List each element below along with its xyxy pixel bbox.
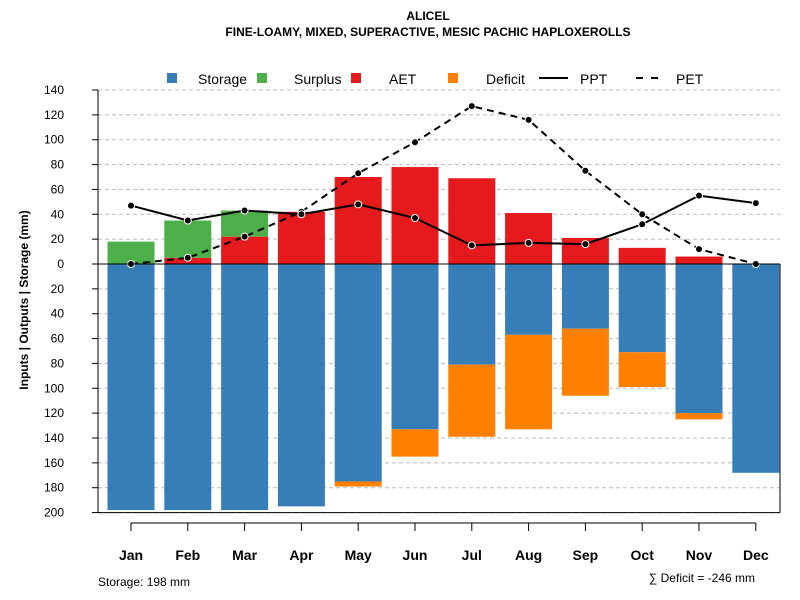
aet-bar <box>334 177 382 264</box>
deficit-annotation: ∑ Deficit = -246 mm <box>649 571 755 585</box>
deficit-bar <box>505 334 553 430</box>
y-tick-label: 200 <box>44 506 64 520</box>
x-tick-label: Apr <box>289 547 314 563</box>
storage-bar <box>675 264 723 414</box>
ppt-point <box>467 241 476 250</box>
y-tick-label: 100 <box>44 133 64 147</box>
storage-bar <box>732 264 780 473</box>
x-tick-label: Sep <box>573 547 599 563</box>
surplus-bar <box>107 241 155 264</box>
y-tick-label: 100 <box>44 381 64 395</box>
pet-point <box>695 245 703 254</box>
storage-bar <box>618 264 666 353</box>
y-tick-label: 60 <box>51 182 65 196</box>
y-tick-label: 180 <box>44 481 64 495</box>
x-tick-label: Oct <box>631 547 655 563</box>
y-tick-label: 120 <box>44 406 64 420</box>
y-tick-label: 140 <box>44 83 64 97</box>
y-tick-label: 40 <box>51 207 65 221</box>
chart-title: ALICEL <box>406 9 449 23</box>
pet-point <box>638 210 647 219</box>
legend-label-aet: AET <box>389 71 417 87</box>
surplus-bar <box>221 210 269 237</box>
ppt-point <box>183 216 192 225</box>
aet-bar <box>505 213 553 264</box>
x-tick-label: Jan <box>119 547 143 563</box>
legend-label-ppt: PPT <box>580 71 608 87</box>
deficit-bar <box>448 364 496 437</box>
ppt-point <box>297 210 306 219</box>
pet-point <box>240 232 249 241</box>
x-tick-label: Nov <box>686 547 713 563</box>
y-tick-label: 160 <box>44 456 64 470</box>
x-tick-label: Feb <box>175 547 200 563</box>
ppt-point <box>581 240 590 249</box>
storage-bar <box>334 264 382 482</box>
pet-point <box>411 138 419 147</box>
storage-bar <box>277 264 325 507</box>
legend-swatch-aet <box>351 73 361 83</box>
ppt-point <box>240 206 249 215</box>
y-tick-label: 80 <box>51 356 65 370</box>
x-tick-label: Mar <box>232 547 257 563</box>
pet-point <box>524 115 533 124</box>
storage-bar <box>221 264 269 511</box>
y-tick-label: 120 <box>44 108 64 122</box>
deficit-bar <box>618 352 666 388</box>
aet-bar <box>618 247 666 264</box>
aet-bar <box>277 211 325 264</box>
legend-label-surplus: Surplus <box>294 71 341 87</box>
storage-bar <box>164 264 212 511</box>
pet-point <box>354 169 363 178</box>
y-axis-label: Inputs | Outputs | Storage (mm) <box>17 210 31 389</box>
storage-bar <box>505 264 553 335</box>
ppt-point <box>524 238 533 247</box>
x-tick-label: Aug <box>515 547 542 563</box>
ppt-point <box>354 200 363 209</box>
legend-swatch-deficit <box>448 73 458 83</box>
x-tick-label: Dec <box>743 547 769 563</box>
storage-bar <box>561 264 609 329</box>
pet-point <box>467 102 476 111</box>
y-tick-label: 40 <box>51 307 65 321</box>
storage-bar <box>391 264 439 430</box>
y-tick-label: 0 <box>57 257 64 271</box>
legend-label-storage: Storage <box>198 71 247 87</box>
y-tick-label: 140 <box>44 431 64 445</box>
ppt-line <box>130 194 756 247</box>
y-tick-label: 60 <box>51 332 65 346</box>
deficit-bar <box>675 413 723 420</box>
ppt-point <box>127 201 135 210</box>
ppt-point <box>695 191 703 200</box>
y-tick-label: 20 <box>51 282 65 296</box>
aet-bar <box>675 256 723 264</box>
storage-bar <box>107 264 155 511</box>
x-tick-label: Jul <box>462 547 482 563</box>
y-tick-label: 80 <box>51 158 65 172</box>
legend-swatch-surplus <box>257 73 267 83</box>
x-tick-label: May <box>345 547 372 563</box>
storage-annotation: Storage: 198 mm <box>98 575 190 589</box>
aet-bar <box>448 178 496 264</box>
ppt-point <box>638 220 647 229</box>
legend-label-pet: PET <box>676 71 704 87</box>
x-tick-label: Jun <box>403 547 428 563</box>
ppt-point <box>411 214 419 223</box>
chart-subtitle: FINE-LOAMY, MIXED, SUPERACTIVE, MESIC PA… <box>225 25 630 39</box>
deficit-bar <box>561 328 609 396</box>
deficit-bar <box>334 481 382 487</box>
legend-label-deficit: Deficit <box>486 71 525 87</box>
ppt-point <box>751 199 760 208</box>
aet-bar <box>221 236 269 264</box>
pet-point <box>183 253 192 262</box>
deficit-bar <box>391 429 439 457</box>
legend-swatch-storage <box>167 73 177 83</box>
storage-bar <box>448 264 496 365</box>
pet-point <box>581 166 590 175</box>
y-tick-label: 20 <box>51 232 65 246</box>
